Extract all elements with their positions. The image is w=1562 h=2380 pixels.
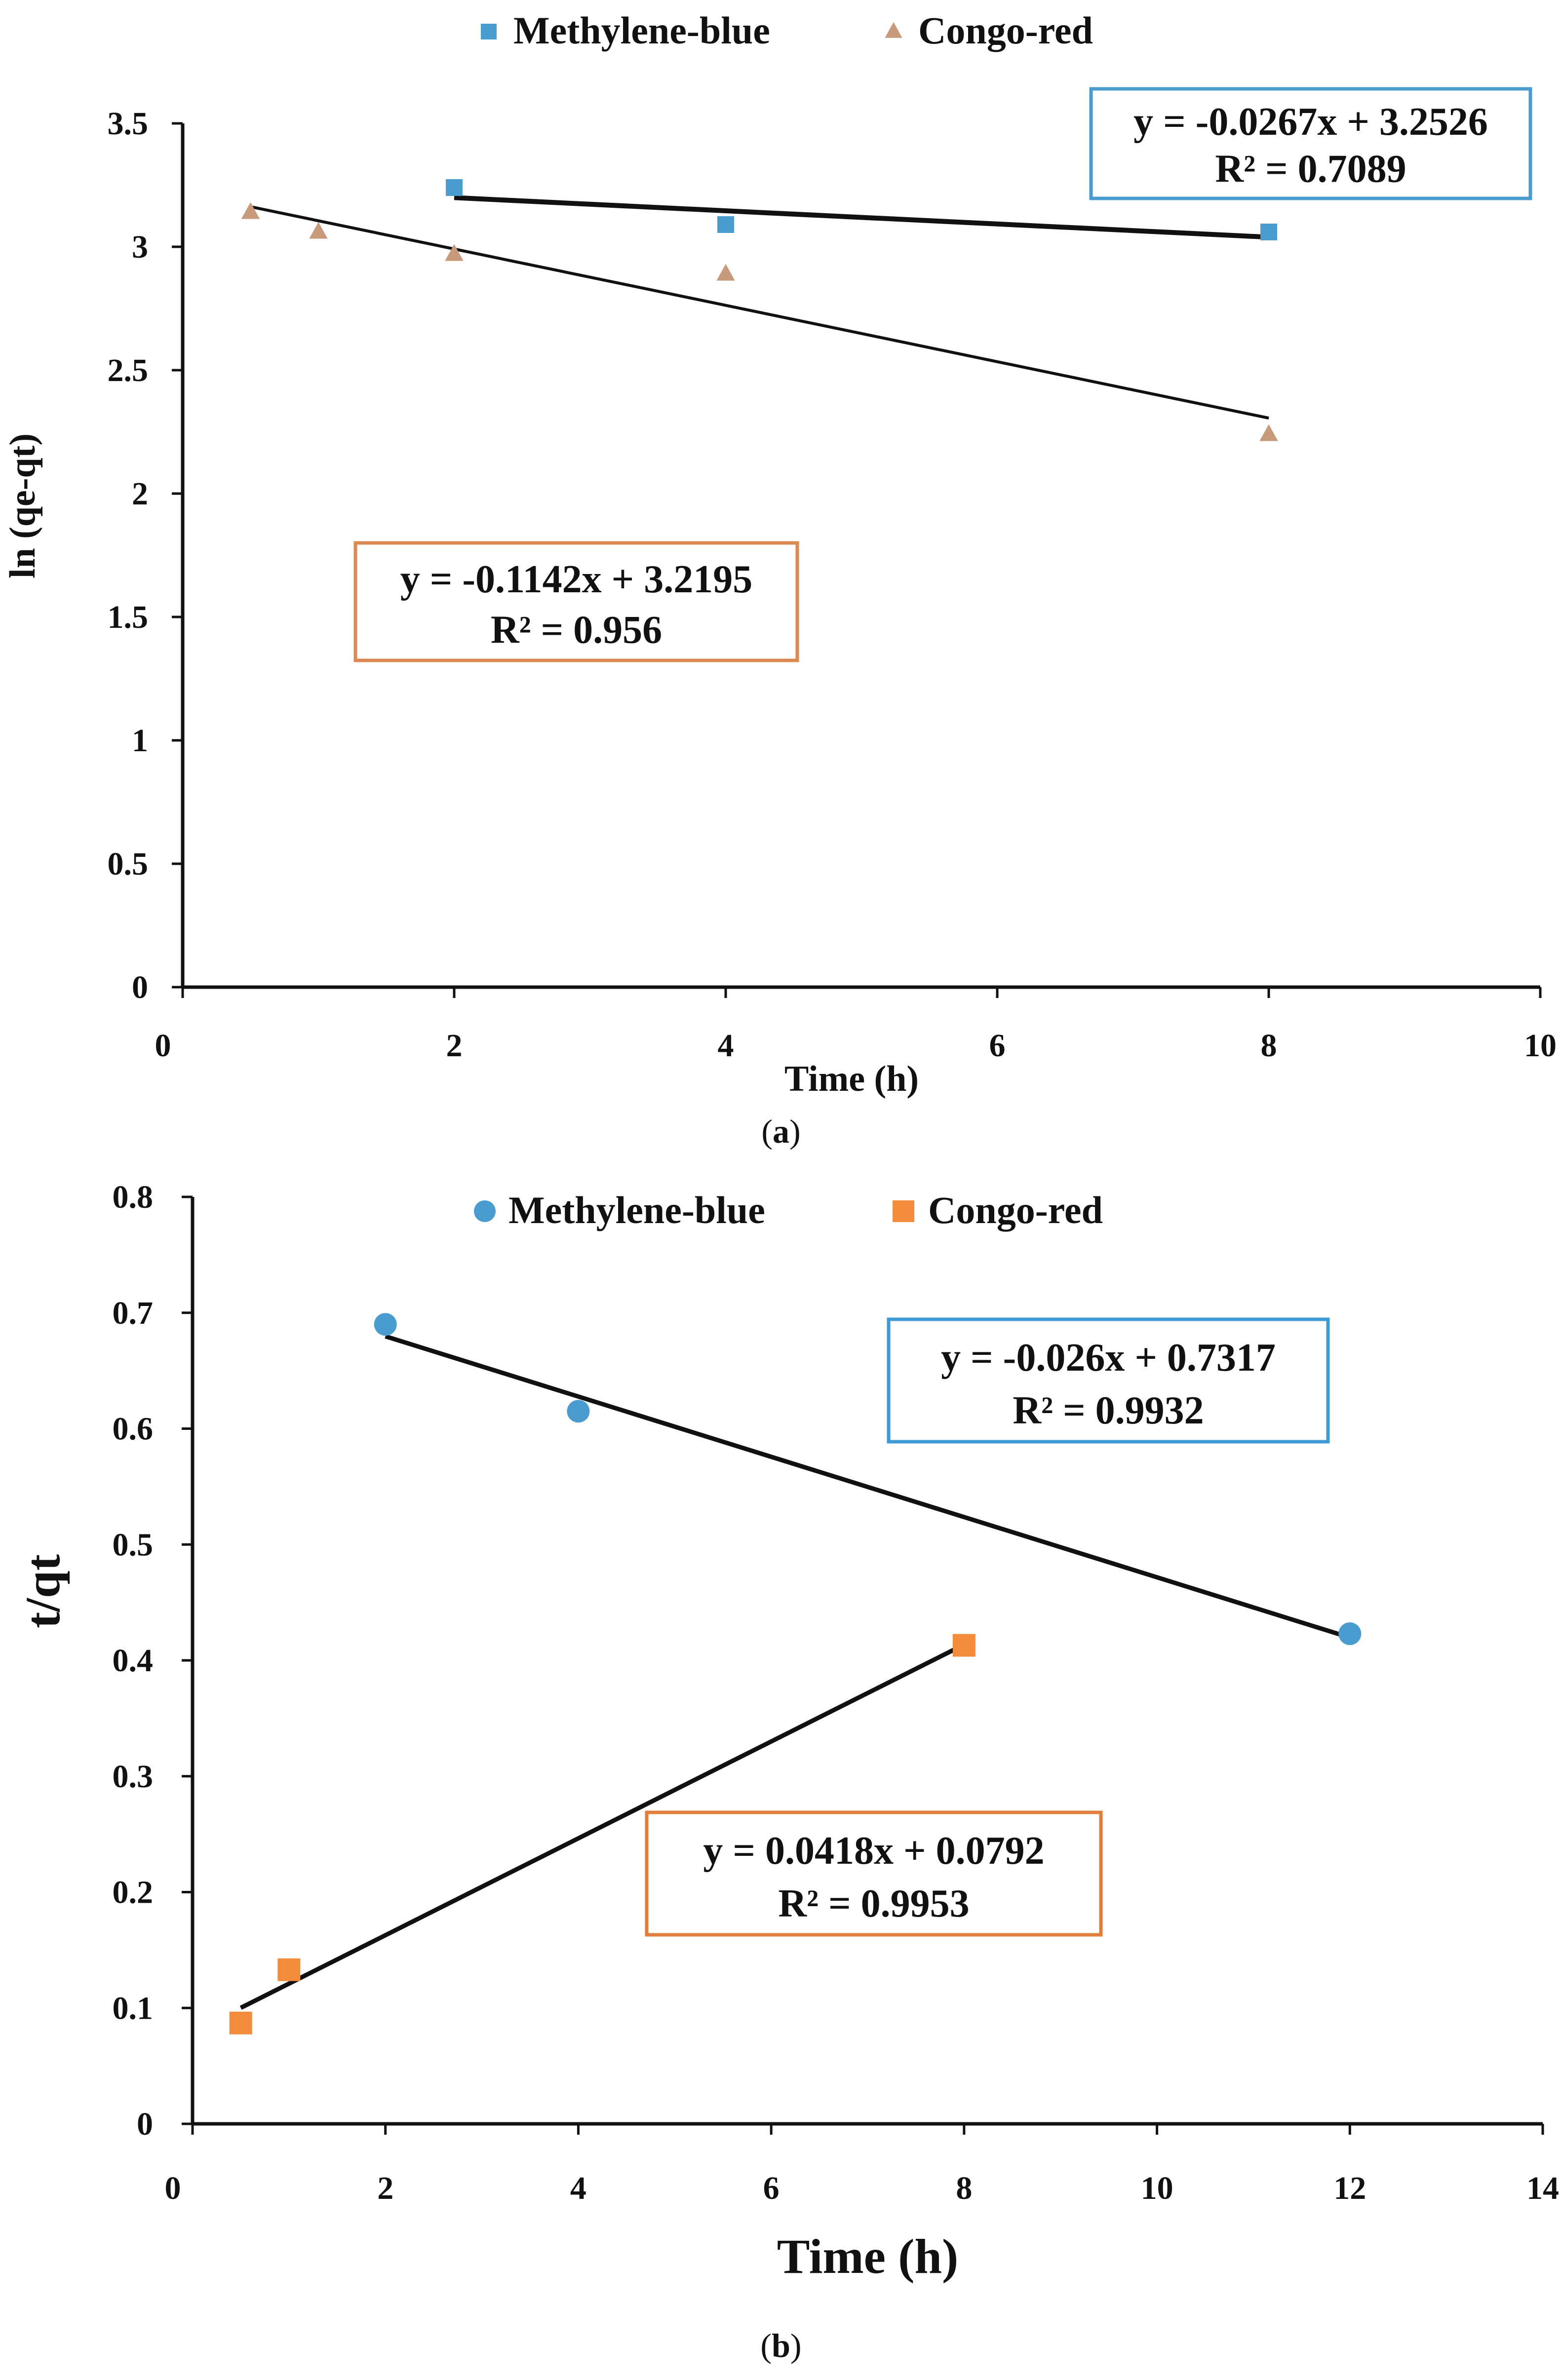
- legend-marker-congo-red: [885, 22, 902, 38]
- x-tick-label: 0: [155, 1028, 171, 1064]
- data-point-congo-red: [445, 244, 464, 261]
- y-tick-label: 1.5: [108, 599, 149, 635]
- legend-label-congo-red: Congo-red: [918, 9, 1093, 52]
- trendline-methylene-blue: [454, 195, 1269, 240]
- y-tick-label: 0.5: [108, 846, 149, 882]
- r-squared-text-methylene-blue: R² = 0.9932: [1013, 1389, 1204, 1432]
- y-tick-label: 3: [132, 229, 148, 265]
- legend-marker-congo-red: [893, 1200, 914, 1222]
- legend-marker-methylene-blue: [474, 1200, 496, 1222]
- x-tick-label: 8: [1261, 1028, 1277, 1064]
- x-tick-label: 2: [446, 1028, 463, 1064]
- data-point-congo-red: [277, 1958, 301, 1981]
- legend-label-methylene-blue: Methylene-blue: [508, 1189, 765, 1231]
- equation-box-congo-red: [645, 1810, 1103, 1937]
- y-tick-label: 0: [137, 2106, 153, 2142]
- panel-label-close: ): [789, 1113, 801, 1150]
- panel-label: (b): [760, 2327, 801, 2364]
- panel-label-letter: b: [772, 2327, 790, 2364]
- data-point-methylene-blue: [374, 1313, 397, 1336]
- x-axis-title: Time (h): [777, 2229, 959, 2284]
- y-axis-title: t/qt: [15, 1554, 70, 1628]
- x-tick-label: 6: [989, 1028, 1006, 1064]
- data-point-methylene-blue: [446, 179, 463, 196]
- panel-label-close: ): [790, 2327, 802, 2364]
- panel-label-open: (: [761, 1113, 773, 1150]
- x-tick-label: 8: [956, 2170, 972, 2206]
- r-squared-text-methylene-blue: R² = 0.7089: [1215, 148, 1406, 191]
- y-tick-label: 2.5: [108, 352, 149, 388]
- y-tick-label: 0.7: [113, 1295, 154, 1331]
- equation-text-congo-red: y = 0.0418x + 0.0792: [703, 1829, 1044, 1873]
- x-tick-label: 10: [1524, 1028, 1557, 1064]
- data-point-methylene-blue: [1338, 1622, 1362, 1646]
- x-tick-label: 4: [570, 2170, 586, 2206]
- data-point-methylene-blue: [717, 216, 734, 233]
- x-tick-label: 4: [718, 1028, 734, 1064]
- r-squared-text-congo-red: R² = 0.9953: [778, 1882, 969, 1925]
- y-tick-label: 0.1: [113, 1990, 154, 2026]
- y-tick-label: 0.4: [113, 1643, 154, 1679]
- x-axis-title: Time (h): [784, 1059, 919, 1099]
- y-tick-label: 0.8: [113, 1179, 154, 1215]
- equation-text-methylene-blue: y = -0.026x + 0.7317: [941, 1336, 1276, 1380]
- equation-text-methylene-blue: y = -0.0267x + 3.2526: [1133, 100, 1488, 144]
- y-tick-label: 0.2: [113, 1875, 154, 1911]
- chart-panel-b: 0 0.1 0.2 0.3 0.4 0.5 0.6 0.7 0.8 0 2 4 6 8 10 12 14 Time…: [15, 1179, 1559, 2364]
- x-tick-label: 14: [1526, 2170, 1559, 2206]
- data-point-methylene-blue: [1260, 224, 1277, 240]
- chart-panel-a: 0 0.5 1 1.5 2 2.5 3 3.5 0 2 4 6 8 10 Time (h) ln (qe-qt…: [2, 9, 1557, 1150]
- trendline-congo-red: [239, 1643, 965, 2010]
- trendline-methylene-blue: [385, 1334, 1351, 1640]
- equation-box-methylene-blue: [1089, 87, 1532, 200]
- y-tick-label: 3.5: [108, 106, 149, 142]
- panel-label-open: (: [760, 2327, 772, 2364]
- data-point-methylene-blue: [567, 1400, 590, 1423]
- legend-label-methylene-blue: Methylene-blue: [513, 9, 770, 52]
- y-tick-label: 1: [132, 723, 148, 759]
- data-point-congo-red: [309, 222, 328, 239]
- trendline-congo-red: [250, 205, 1269, 420]
- r-squared-text-congo-red: R² = 0.956: [491, 608, 662, 652]
- x-tick-label: 2: [377, 2170, 393, 2206]
- legend-marker-methylene-blue: [481, 24, 497, 39]
- y-tick-label: 0.3: [113, 1759, 154, 1795]
- data-point-congo-red: [716, 264, 735, 281]
- panel-label-letter: a: [773, 1113, 789, 1150]
- data-point-congo-red: [241, 202, 260, 219]
- equation-box-methylene-blue: [887, 1317, 1330, 1444]
- y-tick-label: 2: [132, 476, 148, 512]
- x-tick-label: 12: [1333, 2170, 1366, 2206]
- panel-label: (a): [761, 1113, 800, 1150]
- x-tick-label: 0: [165, 2170, 181, 2206]
- y-tick-label: 0.5: [113, 1527, 154, 1563]
- x-tick-label: 10: [1141, 2170, 1173, 2206]
- y-tick-label: 0.6: [113, 1411, 154, 1447]
- data-point-congo-red: [952, 1634, 976, 1657]
- x-tick-label: 6: [763, 2170, 780, 2206]
- y-axis-title: ln (qe-qt): [2, 433, 43, 578]
- data-point-congo-red: [1259, 424, 1278, 441]
- y-tick-label: 0: [132, 969, 148, 1005]
- equation-text-congo-red: y = -0.1142x + 3.2195: [400, 558, 752, 601]
- equation-box-congo-red: [353, 541, 799, 662]
- legend-label-congo-red: Congo-red: [928, 1189, 1103, 1231]
- data-point-congo-red: [229, 2011, 252, 2035]
